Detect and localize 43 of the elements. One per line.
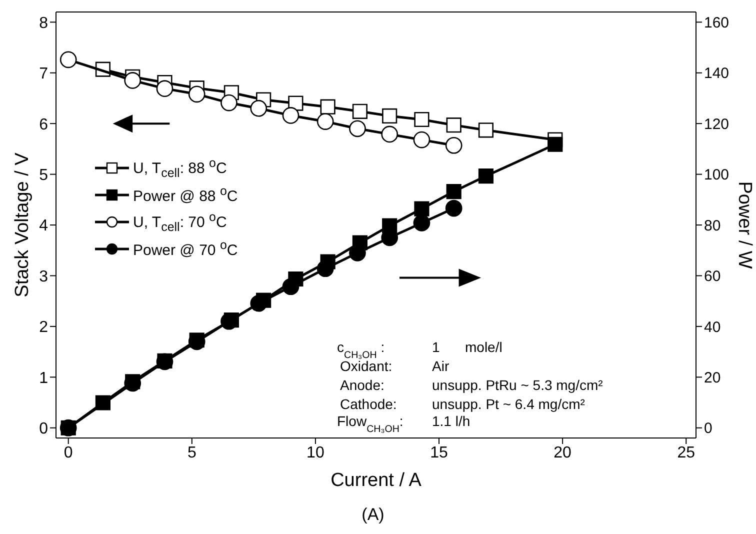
x-tick-label: 10 <box>306 444 324 462</box>
y2-tick-label: 40 <box>704 318 721 336</box>
annotation: 1.1 l/h <box>432 413 470 429</box>
y-axis-title: Stack Voltage / V <box>12 152 32 298</box>
y-tick-label: 0 <box>39 420 48 438</box>
y-tick-label: 6 <box>39 116 48 134</box>
legend-label: U, T$_{cell}$: 88 $^{o}$C <box>133 156 227 180</box>
y-tick-label: 3 <box>39 268 48 286</box>
x-tick-label: 15 <box>430 444 448 462</box>
annotation: Oxidant: <box>340 358 392 374</box>
y2-axis-title: Power / W <box>734 181 756 269</box>
annotation: Anode: <box>340 377 384 393</box>
x-tick-label: 0 <box>64 444 73 462</box>
x-tick-label: 20 <box>554 444 572 462</box>
annotation: unsupp. Pt ~ 6.4 mg/cm² <box>432 396 586 412</box>
y2-tick-label: 0 <box>704 420 712 438</box>
legend-label: Power @ 88 $^{o}$C <box>133 184 238 205</box>
y-tick-label: 8 <box>39 14 48 32</box>
annotation: Cathode: <box>340 396 397 412</box>
y2-tick-label: 60 <box>704 268 721 286</box>
y2-tick-label: 80 <box>704 217 721 234</box>
y2-tick-label: 160 <box>704 14 730 32</box>
y2-tick-label: 20 <box>704 369 721 386</box>
y-tick-label: 5 <box>39 166 48 184</box>
annotation: Air <box>432 358 450 374</box>
annotation: 1 <box>432 339 440 355</box>
x-tick-label: 5 <box>187 444 196 462</box>
text: (A) <box>362 505 384 524</box>
annotation: c$_{CH₃OH}$ : <box>337 339 385 360</box>
y2-tick-label: 140 <box>704 65 730 82</box>
y-tick-label: 1 <box>39 370 48 387</box>
annotation: mole/l <box>465 339 502 355</box>
y2-tick-label: 120 <box>704 116 730 133</box>
y-tick-label: 2 <box>39 319 48 336</box>
legend-label: Power @ 70 $^{o}$C <box>133 238 238 259</box>
annotation: Flow$_{CH₃OH}$: <box>337 413 404 434</box>
x-axis-title: Current / A <box>330 470 422 491</box>
y-tick-label: 4 <box>39 218 48 235</box>
y-tick-label: 7 <box>39 66 48 83</box>
y2-tick-label: 100 <box>704 166 730 184</box>
annotation: unsupp. PtRu ~ 5.3 mg/cm² <box>432 377 604 393</box>
legend-label: U, T$_{cell}$: 70 $^{o}$C <box>133 210 227 234</box>
x-tick-label: 25 <box>677 444 696 462</box>
